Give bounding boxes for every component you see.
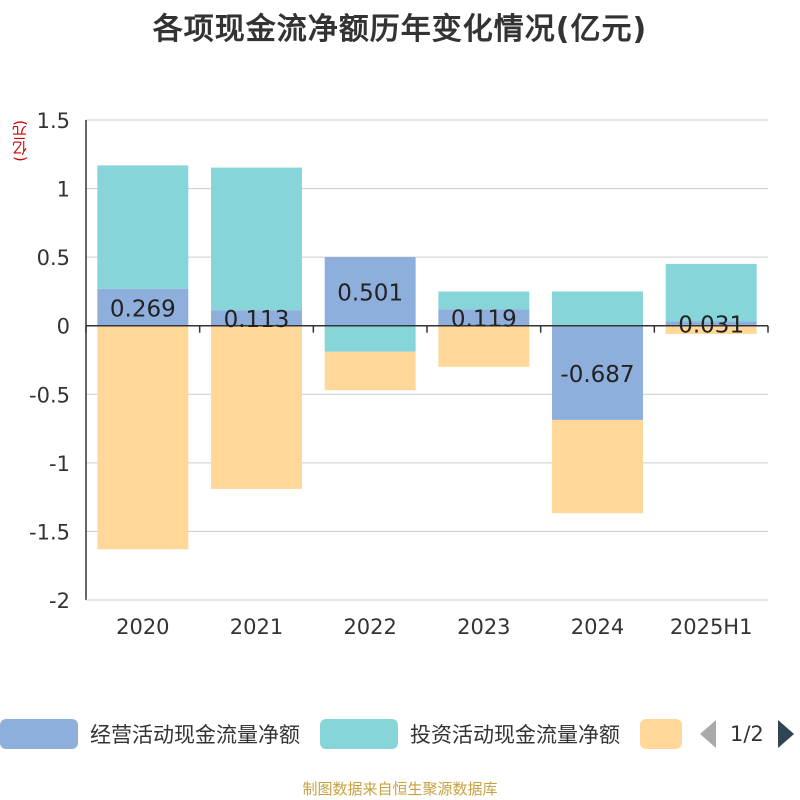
legend-swatch-investing [320, 719, 398, 749]
bar-2 [665, 263, 757, 322]
data-label: 0.501 [337, 280, 403, 306]
y-tick-label: 1.5 [37, 109, 70, 133]
bar-chart: 1.5 1 0.5 0 -0.5 -1 -1.5 -2 2020 2021 2022 2023 2024… [29, 109, 769, 639]
legend-item-investing[interactable]: 投资活动现金流量净额 [320, 716, 620, 752]
x-tick-label: 2025H1 [670, 615, 753, 639]
bar-3 [552, 419, 643, 514]
y-tick-label: -0.5 [29, 383, 70, 407]
x-tick-label: 2022 [343, 615, 396, 639]
bar-2 [211, 167, 302, 311]
data-label: 0.269 [110, 296, 176, 322]
bar-2 [438, 291, 530, 310]
x-tick-label: 2021 [230, 615, 283, 639]
y-tick-label: -1 [49, 452, 70, 476]
pager-text: 1/2 [730, 722, 764, 746]
bar-1 [438, 309, 530, 326]
bar-3 [324, 351, 416, 391]
x-tick-label: 2020 [116, 615, 169, 639]
source-note: 制图数据来自恒生聚源数据库 [302, 780, 498, 798]
x-tick-label: 2024 [571, 615, 624, 639]
pager-prev-icon[interactable] [700, 720, 716, 748]
legend: 经营活动现金流量净额 投资活动现金流量净额 1/2 [0, 716, 800, 756]
legend-item-financing[interactable] [640, 716, 682, 752]
y-tick-label: -1.5 [29, 520, 70, 544]
x-tick-label: 2023 [457, 615, 510, 639]
bar-2 [552, 291, 643, 326]
data-label: 0.119 [451, 307, 517, 333]
bar-1 [211, 310, 302, 326]
bar-3 [97, 325, 189, 550]
bar-1 [324, 257, 416, 326]
bar-2 [97, 165, 189, 289]
y-tick-label: 0.5 [37, 246, 70, 270]
y-tick-label: -2 [49, 589, 70, 613]
legend-label-investing: 投资活动现金流量净额 [410, 723, 620, 747]
bar-3 [211, 325, 302, 489]
bar-1 [665, 321, 757, 326]
legend-swatch-operating [0, 719, 78, 749]
legend-item-operating[interactable]: 经营活动现金流量净额 [0, 716, 300, 752]
data-label: 0.113 [224, 307, 290, 333]
chart-title: 各项现金流净额历年变化情况(亿元) [152, 12, 648, 47]
legend-label-operating: 经营活动现金流量净额 [90, 723, 300, 747]
data-label: 0.031 [678, 313, 744, 339]
y-tick-label: 1 [57, 178, 70, 202]
bar-1 [552, 325, 643, 420]
legend-swatch-financing [640, 719, 682, 749]
bar-1 [97, 288, 189, 326]
data-label: -0.687 [560, 362, 634, 388]
legend-pager: 1/2 [700, 716, 794, 752]
bar-2 [324, 325, 416, 352]
bar-3 [665, 325, 757, 334]
pager-next-icon[interactable] [777, 720, 794, 748]
bar-3 [438, 325, 530, 367]
y-tick-label: 0 [57, 315, 70, 339]
